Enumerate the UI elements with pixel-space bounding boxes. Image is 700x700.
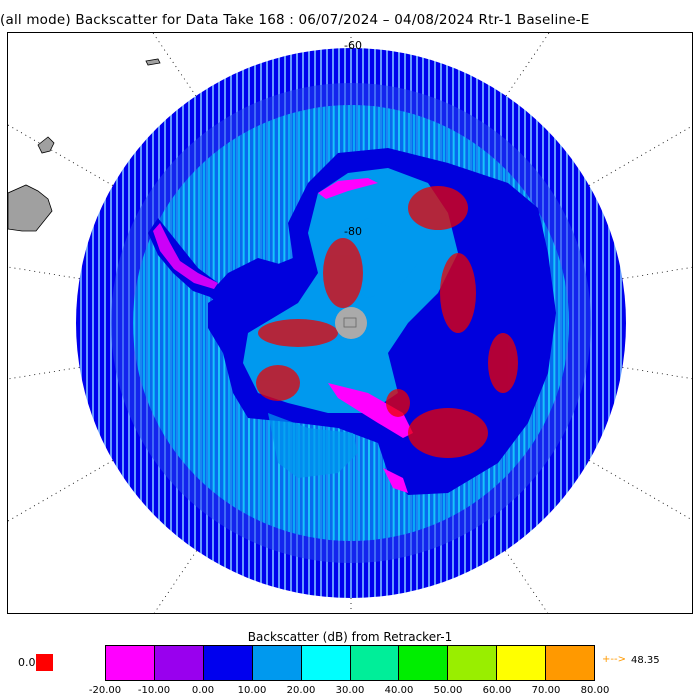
colorbar-tick-label: 50.00 (433, 685, 463, 696)
colorbar-tick-label: -20.00 (88, 685, 122, 696)
colorbar-tick-label: 10.00 (237, 685, 267, 696)
colorbar (105, 645, 595, 681)
above-range-arrow: +--> (602, 654, 626, 665)
colorbar-ticks: -20.00 -10.00 0.00 10.00 20.00 30.00 40.00 50.0… (0, 685, 700, 699)
colorbar-segment-3 (252, 646, 302, 680)
colorbar-title: Backscatter (dB) from Retracker-1 (247, 630, 453, 644)
colorbar-tick-label: 20.00 (286, 685, 316, 696)
below-range-value: 0.0 (18, 656, 36, 669)
pole-hole (335, 307, 367, 339)
colorbar-tick-label: 70.00 (531, 685, 561, 696)
map-title: (all mode) Backscatter for Data Take 168… (0, 12, 590, 28)
colorbar-segment-7 (448, 646, 498, 680)
colorbar-tick-label: 30.00 (335, 685, 365, 696)
polar-map-svg (8, 33, 692, 613)
colorbar-tick-label: -10.00 (137, 685, 171, 696)
above-range-value: 48.35 (631, 655, 660, 666)
below-range-swatch (36, 654, 53, 671)
colorbar-segment-2 (203, 646, 253, 680)
lat-label-60: -60 (344, 39, 362, 52)
colorbar-segment-6 (399, 646, 449, 680)
colorbar-tick-label: 80.00 (580, 685, 610, 696)
colorbar-tick-label: 0.00 (191, 685, 215, 696)
landmass-south-america (8, 58, 161, 232)
colorbar-segment-8 (497, 646, 547, 680)
colorbar-segment-0 (106, 646, 155, 680)
colorbar-tick-label: 60.00 (482, 685, 512, 696)
colorbar-segment-4 (301, 646, 351, 680)
polar-map: -60 -80 (7, 32, 693, 614)
colorbar-segment-9 (546, 646, 595, 680)
colorbar-segment-5 (350, 646, 400, 680)
colorbar-segment-1 (154, 646, 204, 680)
antarctica (148, 148, 556, 495)
colorbar-tick-label: 40.00 (384, 685, 414, 696)
lat-label-80: -80 (344, 225, 362, 238)
